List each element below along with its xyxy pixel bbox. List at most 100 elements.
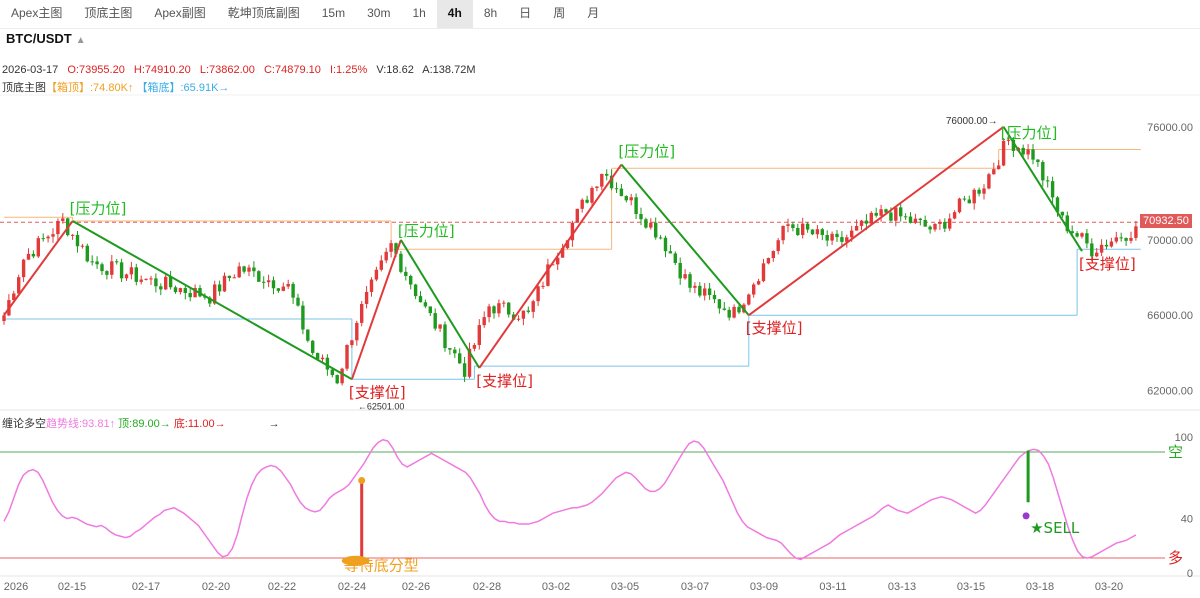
ohlc-bar: 2026-03-17 O:73955.20 H:74910.20 L:73862… [2,64,481,76]
candle-body [1055,197,1060,212]
candle-body [379,260,383,270]
candle-body [291,283,295,298]
candle-body [472,344,477,349]
zigzag-segment [620,163,750,316]
candle-body [864,220,869,224]
caret-up-icon: ▲ [75,35,86,46]
ohlc-high: H:74910.20 [133,64,191,76]
candle-body [80,245,85,247]
candle-body [266,280,271,283]
tab-6[interactable]: 1h [412,6,426,20]
candle-body [389,243,393,252]
candle-body [580,199,584,209]
candle-body [600,173,604,187]
candle-body [374,269,379,280]
ohlc-vol: V:18.62 [376,64,414,76]
candle-body [119,262,124,279]
tab-8[interactable]: 8h [483,6,498,20]
candle-body [972,189,976,204]
time-tick-label: 02-26 [402,581,430,593]
time-tick-label: 03-02 [542,581,570,593]
time-tick-label: 03-09 [750,581,778,593]
price-tick-label: 62000.00 [1147,386,1193,398]
candles [2,135,1138,386]
candle-body [737,306,741,313]
candle-body [933,223,937,230]
candle-body [168,276,173,288]
candle-body [712,295,717,300]
candle-body [384,251,388,261]
candle-body [781,225,785,241]
box-bottom-value: 【箱底】:65.91K→ [136,82,230,94]
candle-body [1134,226,1138,238]
candle-body [418,296,423,303]
ohlc-amount: A:138.72M [422,64,476,76]
candle-body [1085,233,1089,244]
candle-body [1031,149,1035,160]
main-indicator-name: 顶底主图 [2,82,46,94]
candle-body [913,218,918,223]
tab-1[interactable]: 顶底主图 [84,6,133,20]
candle-body [732,306,736,318]
candle-body [663,237,668,252]
resistance-label: [压力位] [398,222,455,240]
candle-body [649,222,653,228]
candle-body [183,288,187,293]
tab-10[interactable]: 周 [553,6,566,20]
sub-indicator-legend: 缠论多空趋势线:93.81↑ 顶:89.00→ 底:11.00→ → [2,415,280,431]
candle-body [296,297,300,306]
candle-body [1060,211,1065,216]
candle-body [252,267,256,272]
ohlc-open: O:73955.20 [67,64,125,76]
candle-body [149,278,153,280]
time-tick-label: 03-18 [1026,581,1054,593]
tab-2[interactable]: Apex副图 [154,6,206,20]
price-tick-label: 70000.00 [1147,235,1193,247]
candle-body [541,285,545,287]
candle-body [570,222,575,241]
candle-body [1129,237,1133,241]
tab-0[interactable]: Apex主图 [11,6,63,20]
tab-4[interactable]: 15m [321,6,346,20]
candle-body [115,261,119,263]
candle-body [874,212,878,216]
candle-body [90,261,94,263]
tab-7[interactable]: 4h [436,0,473,28]
tab-11[interactable]: 月 [587,6,600,20]
candle-body [301,305,305,330]
ohlc-date: 2026-03-17 [2,64,59,76]
tab-3[interactable]: 乾坤顶底副图 [227,6,300,20]
support-label: [支撑位] [349,383,406,401]
candle-body [943,221,947,229]
candle-body [1001,140,1006,166]
candle-body [276,288,281,291]
candle-body [521,310,526,319]
candle-body [536,286,540,302]
candle-body [786,224,790,226]
candle-body [237,266,241,278]
candle-body [850,230,854,238]
symbol-selector[interactable]: BTC/USDT ▲ [6,31,86,46]
candle-body [1046,180,1050,182]
candle-body [477,325,481,345]
candle-body [967,199,971,204]
bottom-signal-fill [341,555,370,566]
candle-body [306,329,310,341]
candle-body [507,302,511,315]
time-tick-label: 03-13 [888,581,916,593]
candle-body [683,274,687,279]
sell-signal-label: ★SELL [1030,519,1080,537]
candle-body [340,368,344,384]
candle-body [502,302,506,304]
candle-body [854,225,859,231]
extra-arrow: → [268,418,280,430]
candle-body [404,271,408,276]
time-tick-label: 02-17 [132,581,160,593]
tab-5[interactable]: 30m [367,6,391,20]
candle-body [330,369,334,376]
tab-9[interactable]: 日 [519,6,532,20]
candle-body [222,275,227,292]
time-tick-label: 02-22 [268,581,296,593]
top-level-value: 顶:89.00→ [118,418,171,430]
